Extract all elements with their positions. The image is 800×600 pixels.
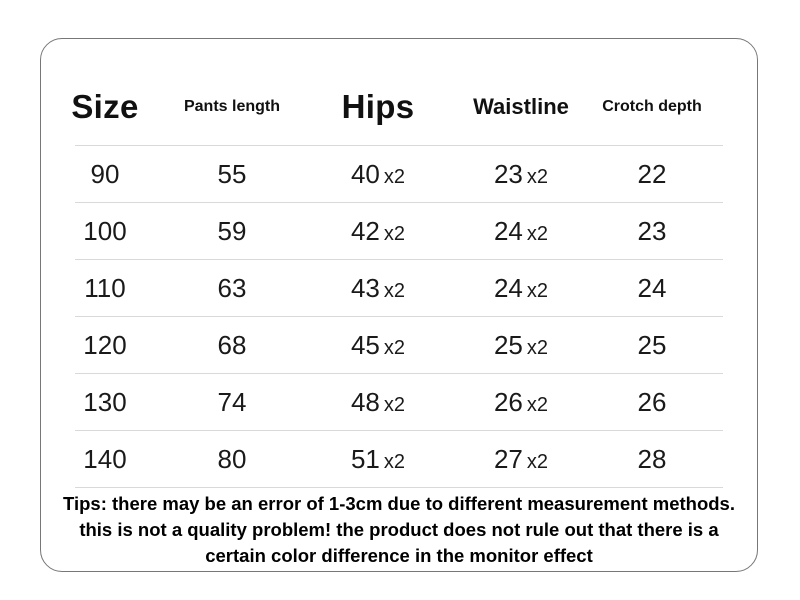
cell-hips: 45 x2 [295, 330, 461, 361]
cell-value: 51 [350, 443, 380, 474]
cell-pants-length: 80 [217, 443, 247, 474]
column-header-size: Size [71, 88, 139, 125]
cell-size: 120 [83, 329, 127, 360]
cell-waistline: 23 x2 [461, 159, 581, 190]
table-row: 130 74 48 x2 26 x2 26 [41, 374, 757, 430]
cell-crotch-depth: 22 [637, 158, 667, 189]
cell-waistline: 24 x2 [461, 216, 581, 247]
cell-crotch-depth: 25 [637, 329, 667, 360]
cell-size: 140 [83, 443, 127, 474]
cell-value: 48 [350, 386, 380, 417]
cell-size: 130 [83, 386, 127, 417]
cell-crotch-depth: 24 [637, 272, 667, 303]
table-row: 140 80 51 x2 27 x2 28 [41, 431, 757, 487]
cell-pants-length: 68 [217, 329, 247, 360]
x2-suffix: x2 [383, 450, 406, 473]
x2-suffix: x2 [383, 393, 406, 416]
cell-size: 90 [90, 158, 120, 189]
cell-hips: 40 x2 [295, 159, 461, 190]
x2-suffix: x2 [526, 165, 549, 188]
cell-value: 23 [493, 158, 523, 189]
x2-suffix: x2 [526, 222, 549, 245]
row-divider [75, 373, 723, 374]
x2-suffix: x2 [383, 165, 406, 188]
cell-value: 26 [493, 386, 523, 417]
cell-size: 110 [84, 272, 126, 303]
column-header-waistline: Waistline [473, 94, 569, 119]
cell-waistline: 24 x2 [461, 273, 581, 304]
table-row: 120 68 45 x2 25 x2 25 [41, 317, 757, 373]
cell-pants-length: 74 [217, 386, 247, 417]
cell-value: 27 [493, 443, 523, 474]
size-chart-card: Size Pants length Hips Waistline Crotch … [40, 38, 758, 572]
column-header-crotch-depth: Crotch depth [602, 98, 702, 115]
row-divider [75, 430, 723, 431]
x2-suffix: x2 [526, 393, 549, 416]
cell-value: 40 [350, 158, 380, 189]
cell-waistline: 25 x2 [461, 330, 581, 361]
row-divider [75, 202, 723, 203]
cell-value: 45 [350, 329, 380, 360]
cell-value: 25 [493, 329, 523, 360]
cell-pants-length: 59 [217, 215, 247, 246]
cell-hips: 48 x2 [295, 387, 461, 418]
cell-size: 100 [83, 215, 127, 246]
row-divider [75, 487, 723, 488]
column-header-hips: Hips [341, 88, 415, 125]
table-row: 90 55 40 x2 23 x2 22 [41, 146, 757, 202]
cell-value: 24 [493, 215, 523, 246]
cell-crotch-depth: 28 [637, 443, 667, 474]
x2-suffix: x2 [526, 450, 549, 473]
x2-suffix: x2 [383, 336, 406, 359]
cell-waistline: 27 x2 [461, 444, 581, 475]
cell-waistline: 26 x2 [461, 387, 581, 418]
x2-suffix: x2 [526, 279, 549, 302]
tips-note: Tips: there may be an error of 1-3cm due… [63, 492, 735, 566]
cell-hips: 43 x2 [295, 273, 461, 304]
cell-hips: 51 x2 [295, 444, 461, 475]
cell-hips: 42 x2 [295, 216, 461, 247]
table-row: 100 59 42 x2 24 x2 23 [41, 203, 757, 259]
row-divider [75, 259, 723, 260]
x2-suffix: x2 [526, 336, 549, 359]
header-divider [75, 145, 723, 146]
cell-crotch-depth: 26 [637, 386, 667, 417]
cell-value: 24 [493, 272, 523, 303]
x2-suffix: x2 [383, 222, 406, 245]
x2-suffix: x2 [383, 279, 406, 302]
table-header-row: Size Pants length Hips Waistline Crotch … [41, 39, 757, 145]
row-divider [75, 316, 723, 317]
cell-value: 43 [350, 272, 380, 303]
column-header-pants-length: Pants length [183, 98, 280, 115]
table-row: 110 63 43 x2 24 x2 24 [41, 260, 757, 316]
cell-crotch-depth: 23 [637, 215, 667, 246]
cell-pants-length: 63 [217, 272, 247, 303]
cell-value: 42 [350, 215, 380, 246]
cell-pants-length: 55 [217, 158, 247, 189]
